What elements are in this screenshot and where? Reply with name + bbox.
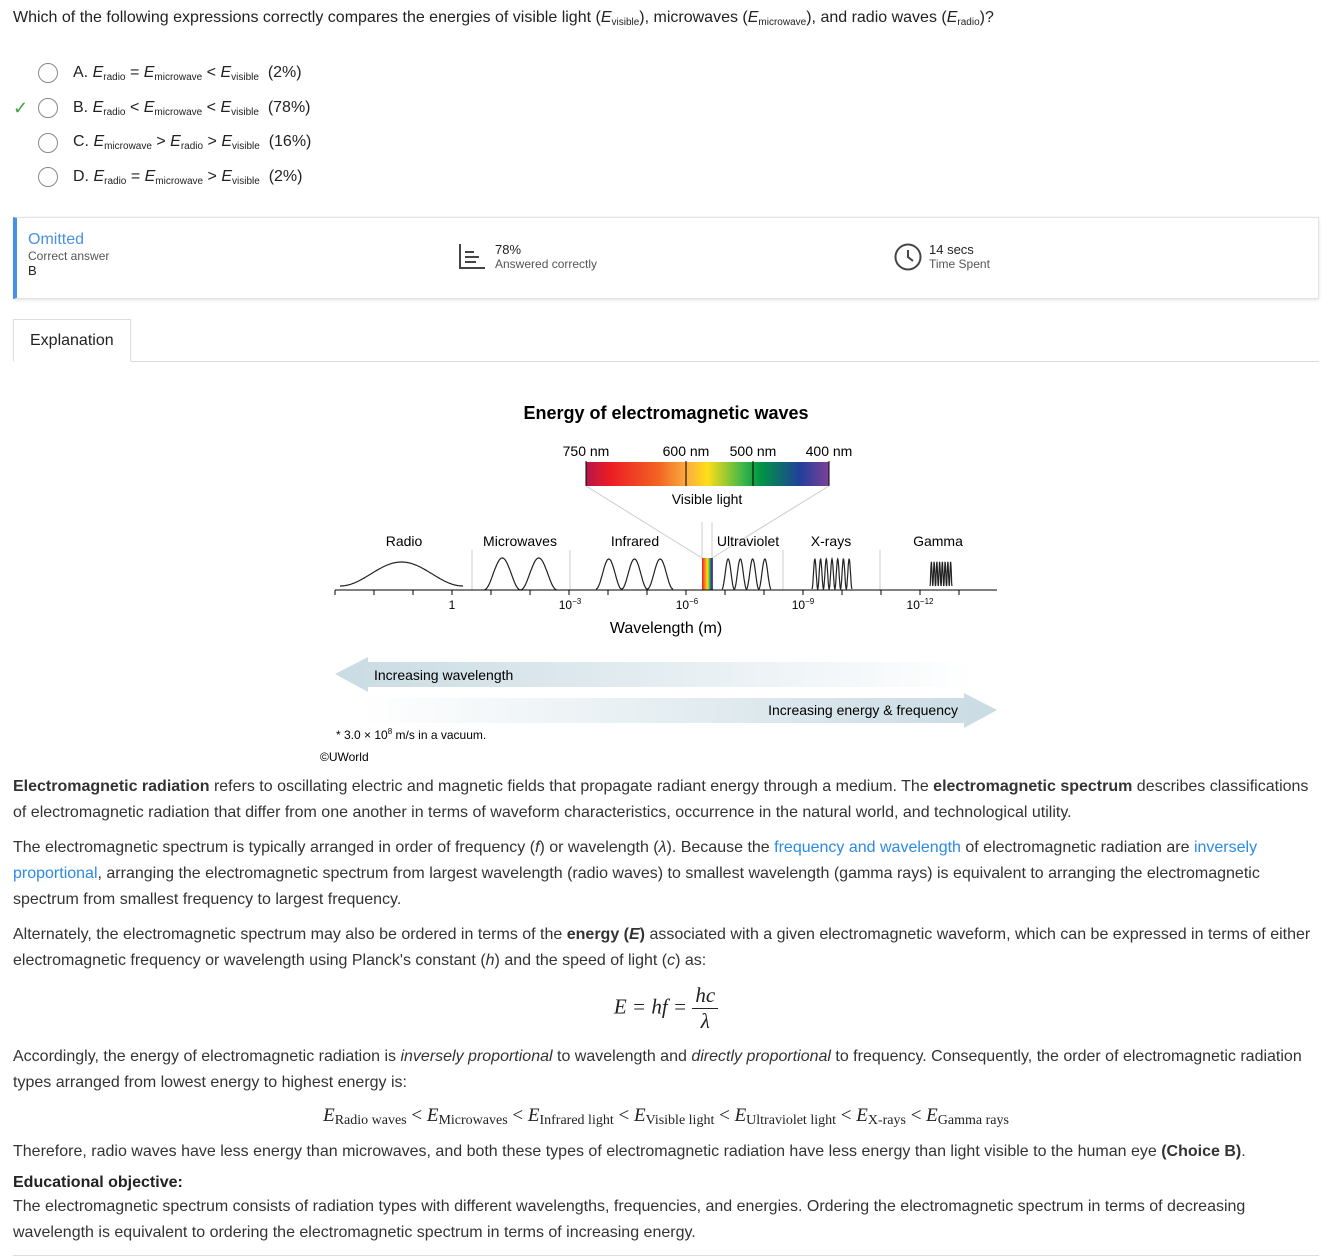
region-label: Gamma — [913, 533, 963, 549]
em-spectrum-figure: Energy of electromagnetic waves 750 nm 6… — [13, 362, 1319, 774]
objective-text: The electromagnetic spectrum consists of… — [13, 1197, 1246, 1241]
tab-explanation[interactable]: Explanation — [13, 318, 131, 362]
region-label: Radio — [386, 533, 423, 549]
energy-order-equation: ERadio waves < EMicrowaves < EInfrared l… — [323, 1104, 1009, 1128]
arrow-increasing-wavelength — [335, 656, 975, 692]
clock-icon — [894, 243, 922, 271]
visible-light-label: Visible light — [672, 491, 743, 507]
percent-label: Answered correctly — [495, 256, 598, 271]
figure-title: Energy of electromagnetic waves — [523, 403, 808, 423]
correct-answer-value: B — [28, 262, 37, 278]
link-frequency-wavelength[interactable]: frequency and wavelength — [774, 838, 961, 856]
answer-options: A. Eradio = Emicrowave < Evisible (2%) ✓… — [13, 56, 1319, 195]
paragraph-3: Alternately, the electromagnetic spectru… — [13, 925, 1311, 969]
link-inversely-proportional[interactable]: inversely proportional — [13, 838, 1258, 882]
tick-label: 10−9 — [792, 597, 815, 612]
time-label: Time Spent — [929, 257, 990, 272]
energy-subscript: Infrared light — [539, 1112, 614, 1128]
region-label: X-rays — [811, 533, 851, 549]
option-c[interactable]: C. Emicrowave > Eradio > Evisible (16%) — [13, 125, 1319, 160]
less-than: < — [836, 1104, 857, 1126]
axis-label: Wavelength (m) — [610, 620, 722, 637]
arrow-increasing-energy — [360, 692, 997, 728]
footnote: * 3.0 × 108 m/s in a vacuum. — [336, 727, 486, 742]
question-text: Which of the following expressions corre… — [13, 9, 994, 28]
stats-panel: Omitted Correct answer B 78% Answered corre… — [13, 216, 1319, 299]
time-spent: 14 secs — [929, 242, 974, 258]
tick-label: 10−6 — [676, 597, 699, 612]
energy-subscript: Gamma rays — [937, 1112, 1009, 1128]
energy-subscript: Visible light — [645, 1112, 715, 1128]
paragraph-5: Therefore, radio waves have less energy … — [13, 1142, 1246, 1160]
percent-correct: 78% — [495, 241, 522, 257]
radio-button[interactable] — [38, 167, 58, 188]
option-a[interactable]: A. Eradio = Emicrowave < Evisible (2%) — [13, 56, 1319, 91]
region-label: Microwaves — [483, 533, 557, 549]
wave-icon — [595, 558, 674, 590]
tick-label: 10−3 — [559, 597, 582, 612]
wave-icon — [483, 557, 558, 591]
visible-mini-band — [702, 557, 713, 590]
radio-button[interactable] — [38, 98, 58, 119]
nm-label: 400 nm — [806, 443, 853, 459]
copyright: ©UWorld — [320, 750, 369, 764]
less-than: < — [905, 1104, 927, 1126]
checkmark-icon: ✓ — [13, 97, 29, 118]
wave-icon — [721, 558, 772, 590]
less-than: < — [714, 1104, 735, 1126]
energy-subscript: Ultraviolet light — [746, 1112, 836, 1128]
bar-chart-icon — [459, 244, 485, 270]
tick-label: 1 — [449, 598, 456, 612]
nm-label: 600 nm — [663, 443, 710, 459]
energy-subscript: Microwaves — [438, 1112, 508, 1128]
arrow-right-label: Increasing energy & frequency — [768, 702, 958, 718]
arrow-left-label: Increasing wavelength — [374, 667, 513, 683]
option-d[interactable]: D. Eradio = Emicrowave > Evisible (2%) — [13, 160, 1319, 195]
energy-subscript: X-rays — [867, 1112, 906, 1128]
correct-answer-label: Correct answer — [28, 248, 110, 263]
paragraph-4: Accordingly, the energy of electromagnet… — [13, 1047, 1302, 1091]
planck-equation: E = hf = hc λ — [13, 983, 1319, 1034]
paragraph-2: The electromagnetic spectrum is typicall… — [13, 838, 1260, 908]
nm-label: 500 nm — [730, 443, 777, 459]
region-label: Infrared — [611, 533, 659, 549]
radio-button[interactable] — [38, 132, 58, 153]
wave-icon — [811, 556, 853, 591]
energy-subscript: Radio waves — [334, 1112, 407, 1128]
region-label: Ultraviolet — [717, 533, 779, 549]
less-than: < — [507, 1104, 528, 1126]
visible-spectrum-bar — [586, 461, 829, 486]
wave-icon — [340, 561, 463, 587]
status-omitted: Omitted — [28, 230, 85, 248]
option-b[interactable]: ✓ B. Eradio < Emicrowave < Evisible (78%) — [13, 97, 311, 119]
nm-label: 750 nm — [563, 443, 610, 459]
wave-icon — [929, 561, 953, 586]
less-than: < — [613, 1104, 634, 1126]
objective-title: Educational objective: — [13, 1173, 183, 1191]
tick-label: 10−12 — [907, 597, 934, 612]
radio-button[interactable] — [38, 63, 58, 84]
paragraph-1: Electromagnetic radiation refers to osci… — [13, 777, 1309, 821]
less-than: < — [406, 1104, 427, 1126]
